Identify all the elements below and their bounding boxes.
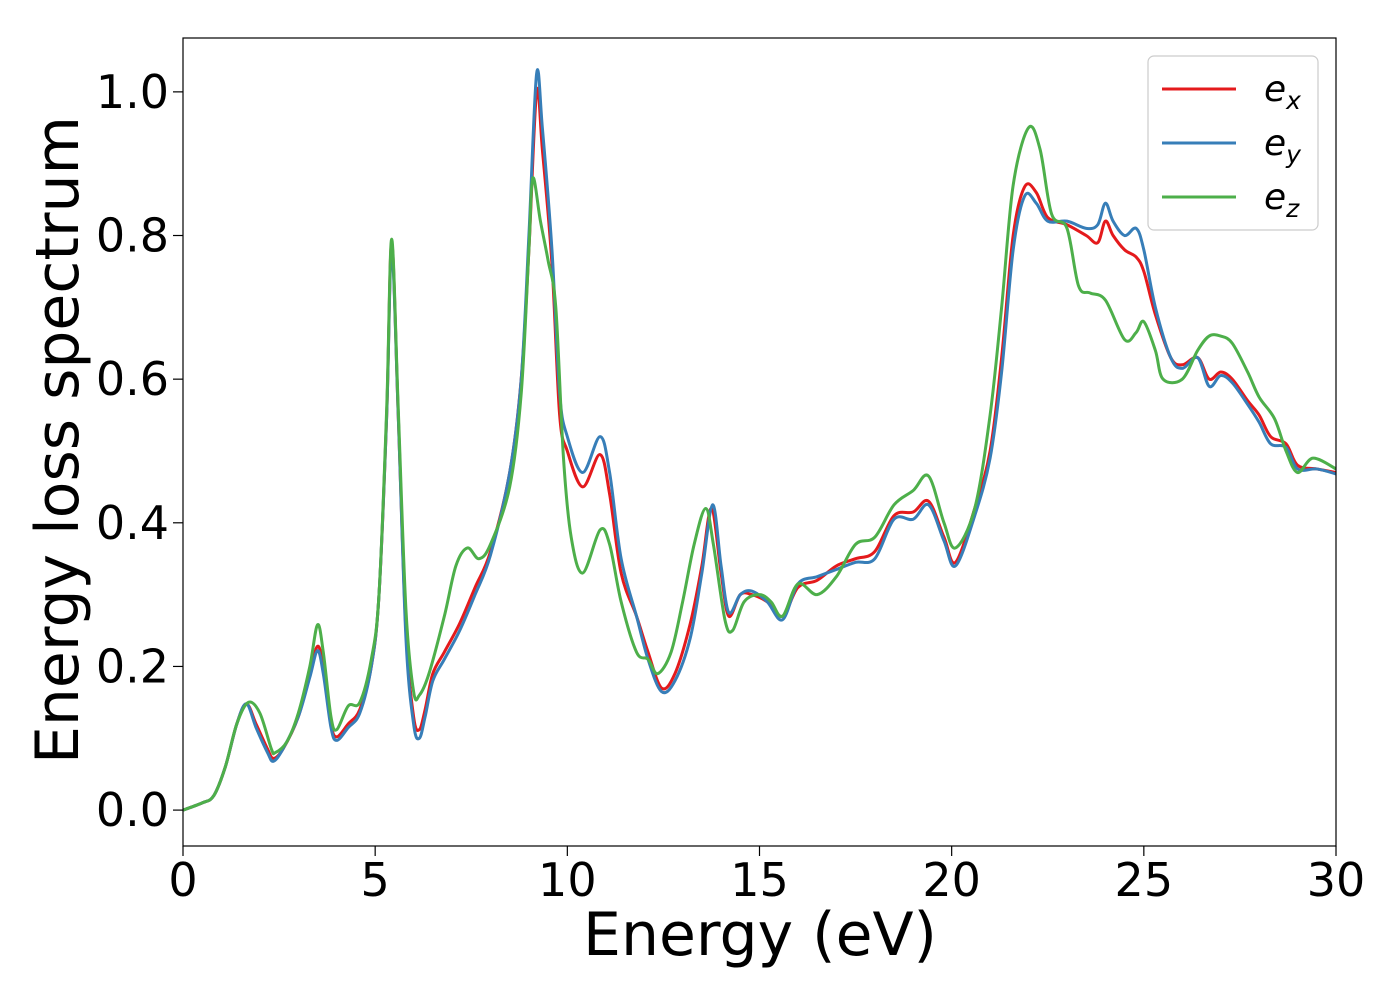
y-tick-label: 0.2 — [96, 639, 169, 693]
x-tick-label: 30 — [1307, 853, 1366, 907]
legend-label-e-z: ez — [1264, 177, 1300, 223]
series-line-e-y — [183, 68, 1336, 812]
x-tick-label: 20 — [922, 853, 981, 907]
series-line-e-z — [183, 124, 1336, 812]
y-tick-label: 0.6 — [96, 352, 169, 406]
axes: 0 5 10 15 20 25 30 0.0 0.2 0.4 0.6 0.8 1.0 — [96, 37, 1366, 907]
y-tick-label: 1.0 — [96, 65, 169, 119]
y-tick-label: 0.8 — [96, 209, 169, 263]
legend-label-e-y: ey — [1264, 123, 1302, 169]
x-tick-label: 5 — [361, 853, 390, 907]
y-tick-label: 0.0 — [96, 783, 169, 837]
x-axis-title: Energy (eV) — [583, 900, 937, 970]
x-tick-label: 15 — [730, 853, 789, 907]
y-tick-label: 0.4 — [96, 496, 169, 550]
x-tick-label: 0 — [168, 853, 197, 907]
x-tick-label: 10 — [538, 853, 597, 907]
y-axis-title: Energy loss spectrum — [23, 116, 93, 764]
plot-area — [183, 68, 1336, 812]
x-tick-label: 25 — [1115, 853, 1174, 907]
legend: ex ey ez — [1147, 55, 1319, 231]
legend-label-e-x: ex — [1264, 69, 1301, 115]
series-lines — [183, 68, 1336, 812]
